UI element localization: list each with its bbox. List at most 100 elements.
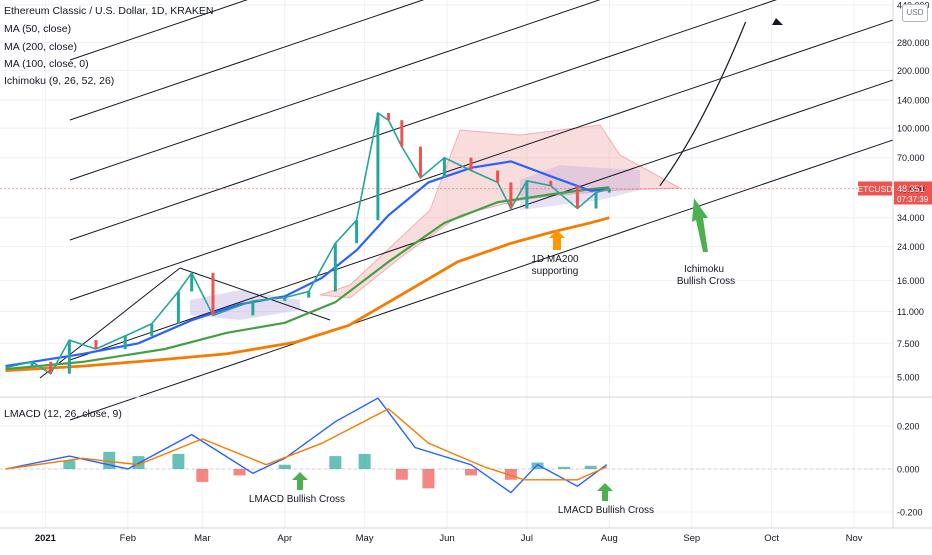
price-candle	[94, 340, 98, 350]
legend-ma100[interactable]: MA (100, close, 0)	[4, 58, 89, 70]
green-arrow-lmacd-2	[597, 483, 613, 501]
price-candle	[307, 291, 311, 298]
x-tick-label: Jul	[521, 533, 533, 544]
x-tick-label: Feb	[120, 533, 136, 544]
channel-line	[69, 79, 894, 361]
macd-histogram-bar	[465, 469, 477, 476]
price-candle	[387, 112, 391, 121]
annotation-label: Bullish Cross	[677, 276, 735, 287]
price-candle	[283, 297, 287, 301]
series-line-ma100	[5, 186, 610, 371]
macd-histogram-bar	[358, 453, 371, 469]
grid-lines	[0, 0, 893, 528]
price-candle	[469, 157, 473, 171]
price-candle	[594, 192, 598, 209]
annotation-label: Ichimoku	[684, 264, 724, 275]
macd-y-tick: 0.200	[897, 422, 920, 432]
signal-line	[5, 407, 607, 481]
y-tick-label: 11.000	[897, 307, 924, 317]
orange-arrow	[549, 230, 565, 250]
projection-curve	[659, 21, 747, 187]
symbol-tag	[858, 181, 892, 196]
price-candle	[496, 170, 500, 183]
macd-histogram-bar	[172, 453, 185, 469]
price-candle	[150, 323, 154, 336]
triangle-lower-line	[39, 267, 181, 379]
lmacd-pane-title[interactable]: LMACD (12, 26, close, 9)	[4, 408, 122, 420]
price-candle	[442, 157, 446, 178]
price-candle	[30, 361, 34, 368]
annotation-arrows	[292, 18, 783, 501]
lmacd-pane	[0, 397, 893, 494]
price-candle	[549, 180, 553, 186]
ichimoku-cloud	[190, 124, 682, 320]
price-value: 48.351	[897, 184, 925, 194]
price-tag	[894, 181, 932, 205]
legend-ichimoku[interactable]: Ichimoku (9, 26, 52, 26)	[4, 75, 115, 87]
price-candle	[525, 180, 529, 209]
price-candle	[176, 291, 180, 324]
y-tick-label: 7.500	[897, 339, 920, 349]
price-candle	[607, 188, 611, 193]
x-tick-label: 2021	[35, 533, 57, 544]
x-tick-label: Nov	[846, 533, 863, 544]
cloud-bearish	[319, 124, 682, 299]
channel-line	[69, 0, 601, 181]
x-tick-label: Sep	[683, 533, 700, 544]
price-candle	[400, 120, 404, 147]
projection-arrowhead	[772, 18, 783, 25]
annotation-label: supporting	[532, 266, 579, 277]
x-tick-label: Jun	[439, 533, 454, 544]
x-tick-label: Aug	[601, 533, 618, 544]
macd-y-tick: -0.200	[897, 508, 923, 518]
price-candle	[376, 112, 380, 221]
price-candle	[211, 272, 215, 316]
price-candle	[333, 243, 337, 292]
x-tick-label: Apr	[277, 533, 292, 544]
x-tick-label: Oct	[764, 533, 779, 544]
price-candle	[355, 220, 359, 244]
y-tick-label: 140.000	[897, 96, 930, 106]
macd-histogram-bar	[395, 469, 408, 480]
countdown-value: 07:37:39	[897, 195, 929, 204]
price-candle	[190, 272, 194, 292]
green-arrow-ichimoku	[692, 198, 708, 252]
macd-histogram-bar	[196, 469, 209, 482]
macd-histogram-bar	[329, 456, 342, 469]
y-tick-label: 16.000	[897, 276, 925, 286]
y-tick-label: 34.000	[897, 213, 925, 223]
price-candle	[67, 340, 71, 374]
macd-histogram-bar	[531, 462, 544, 469]
price-candle	[575, 185, 579, 209]
macd-histogram-bar	[233, 469, 246, 476]
price-candle	[49, 361, 53, 374]
y-tick-label: 24.000	[897, 242, 925, 252]
channel-line	[69, 19, 894, 301]
macd-histogram-bar	[504, 469, 517, 480]
x-tick-label: May	[356, 533, 374, 544]
channel-line	[69, 0, 425, 121]
macd-y-tick: 0.000	[897, 465, 920, 475]
legend-ma50[interactable]: MA (50, close)	[4, 23, 72, 35]
y-tick-label: 70.000	[897, 153, 925, 163]
annotation-label: 1D MA200	[531, 254, 579, 265]
price-line	[0, 111, 932, 375]
y-tick-label: 5.000	[897, 373, 920, 383]
legend-ma200[interactable]: MA (200, close)	[4, 41, 77, 53]
macd-histogram-bar	[422, 469, 435, 489]
channel-line	[69, 0, 248, 61]
chart-title: Ethereum Classic / U.S. Dollar, 1D, KRAK…	[4, 5, 214, 17]
symbol-label: ETCUSD	[858, 184, 893, 194]
lmacd-cross-label: LMACD Bullish Cross	[558, 505, 654, 516]
y-tick-label: 200.000	[897, 66, 930, 76]
triangle-upper-line	[179, 267, 331, 321]
currency-badge[interactable]: USD	[902, 4, 928, 22]
lmacd-line	[5, 397, 608, 494]
macd-histogram-bar	[558, 466, 571, 469]
price-candle	[123, 335, 127, 350]
price-candle	[509, 182, 513, 209]
